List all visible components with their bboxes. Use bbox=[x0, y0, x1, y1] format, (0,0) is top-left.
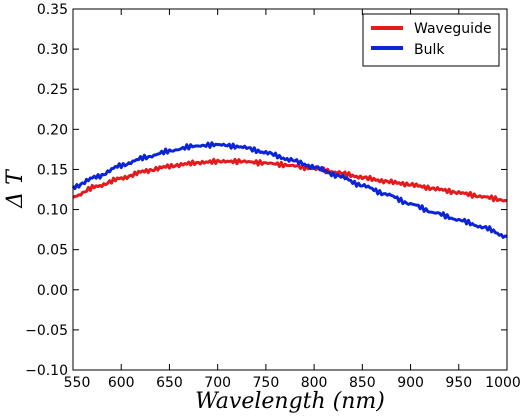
y-tick-label: 0.35 bbox=[37, 2, 68, 18]
legend-box bbox=[362, 13, 500, 67]
legend: Waveguide Bulk bbox=[362, 13, 500, 67]
legend-label-waveguide: Waveguide bbox=[414, 21, 492, 37]
x-tick-label: 800 bbox=[301, 375, 328, 391]
y-tick-label: 0.25 bbox=[37, 82, 68, 98]
y-tick-label: 0.05 bbox=[37, 243, 68, 259]
x-tick-label: 850 bbox=[349, 375, 376, 391]
plot-frame bbox=[72, 8, 508, 371]
x-tick-label: 600 bbox=[108, 375, 135, 391]
x-tick-label: 950 bbox=[445, 375, 472, 391]
tick-labels: 550 600 650 700 750 800 850 900 950 1000 −0.10 −0.0… bbox=[25, 2, 521, 391]
x-tick-label: 900 bbox=[397, 375, 424, 391]
y-tick-label: −0.10 bbox=[25, 363, 68, 379]
y-axis-title: Δ T bbox=[3, 168, 28, 209]
y-tick-label: 0.20 bbox=[37, 122, 68, 138]
series-lines bbox=[71, 141, 508, 239]
y-tick-label: −0.05 bbox=[25, 323, 68, 339]
x-tick-label: 550 bbox=[64, 375, 91, 391]
x-axis-title: Wavelength (nm) bbox=[195, 389, 385, 414]
legend-label-bulk: Bulk bbox=[414, 42, 445, 58]
x-tick-label: 700 bbox=[204, 375, 231, 391]
y-tick-label: 0.30 bbox=[37, 42, 68, 58]
x-tick-label: 750 bbox=[253, 375, 280, 391]
series-line-waveguide bbox=[72, 157, 508, 203]
x-tick-label: 1000 bbox=[485, 375, 521, 391]
y-tick-label: 0.00 bbox=[37, 283, 68, 299]
x-tick-label: 650 bbox=[156, 375, 183, 391]
y-tick-label: 0.10 bbox=[37, 203, 68, 219]
y-tick-label: 0.15 bbox=[37, 162, 68, 178]
series-line-bulk bbox=[71, 141, 508, 239]
